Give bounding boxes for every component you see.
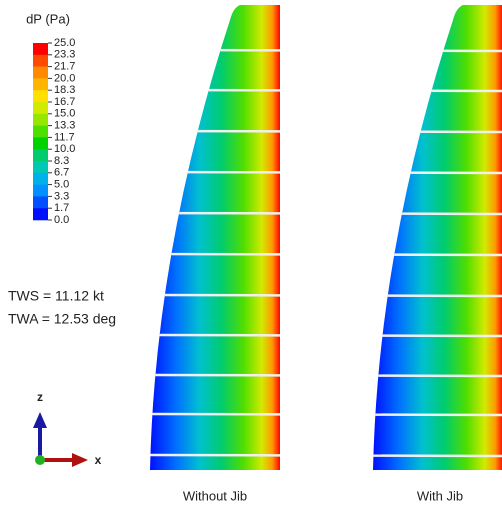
batten — [373, 48, 502, 53]
legend-label: 6.7 — [54, 167, 69, 179]
legend-label: 21.7 — [54, 61, 75, 73]
pressure-field — [150, 5, 280, 470]
legend-swatch — [33, 125, 48, 138]
x-arrowhead — [72, 453, 88, 467]
legend-swatch — [33, 184, 48, 197]
legend-label: 25.0 — [54, 37, 75, 49]
batten — [373, 170, 502, 175]
legend-label: 1.7 — [54, 202, 69, 214]
batten — [150, 333, 280, 338]
batten — [373, 412, 502, 417]
batten — [373, 252, 502, 257]
panel-caption: With Jib — [417, 488, 463, 503]
batten — [373, 211, 502, 216]
pressure-field — [373, 5, 502, 470]
legend-swatch — [33, 113, 48, 126]
legend-label: 10.0 — [54, 143, 75, 155]
batten — [373, 293, 502, 298]
legend-label: 18.3 — [54, 84, 75, 96]
batten — [150, 453, 280, 458]
legend-label: 23.3 — [54, 49, 75, 61]
condition: TWA = 12.53 deg — [8, 311, 116, 327]
batten — [373, 373, 502, 378]
batten — [150, 129, 280, 134]
batten — [150, 170, 280, 175]
legend-swatch — [33, 78, 48, 91]
legend-swatch — [33, 66, 48, 79]
legend-label: 11.7 — [54, 131, 75, 143]
panel-caption: Without Jib — [183, 488, 247, 503]
axis-label: z — [37, 390, 43, 404]
condition: TWS = 11.12 kt — [8, 288, 104, 304]
legend-label: 0.0 — [54, 214, 69, 226]
z-arrowhead — [33, 412, 47, 428]
legend: dP (Pa) 25.023.321.720.018.316.715.013.3… — [26, 11, 75, 225]
batten — [150, 412, 280, 417]
axis-triad: z x — [33, 390, 102, 467]
legend-title: dP (Pa) — [26, 11, 70, 26]
legend-swatch — [33, 196, 48, 209]
legend-swatch — [33, 90, 48, 103]
batten — [373, 333, 502, 338]
legend-swatch — [33, 172, 48, 185]
batten — [150, 211, 280, 216]
legend-label: 5.0 — [54, 179, 69, 191]
origin — [35, 455, 45, 465]
batten — [373, 453, 502, 458]
legend-label: 15.0 — [54, 108, 75, 120]
battens — [373, 48, 502, 458]
legend-label: 3.3 — [54, 190, 69, 202]
axis-label: x — [95, 453, 102, 467]
legend-swatch — [33, 161, 48, 174]
batten — [150, 293, 280, 298]
legend-label: 20.0 — [54, 72, 75, 84]
legend-label: 13.3 — [54, 120, 75, 132]
legend-swatch — [33, 54, 48, 67]
batten — [150, 252, 280, 257]
legend-swatch — [33, 149, 48, 162]
batten — [150, 373, 280, 378]
legend-swatch — [33, 137, 48, 150]
batten — [373, 88, 502, 93]
legend-label: 16.7 — [54, 96, 75, 108]
legend-label: 8.3 — [54, 155, 69, 167]
batten — [373, 129, 502, 134]
legend-swatch — [33, 43, 48, 56]
legend-swatch — [33, 102, 48, 115]
legend-swatch — [33, 208, 48, 221]
